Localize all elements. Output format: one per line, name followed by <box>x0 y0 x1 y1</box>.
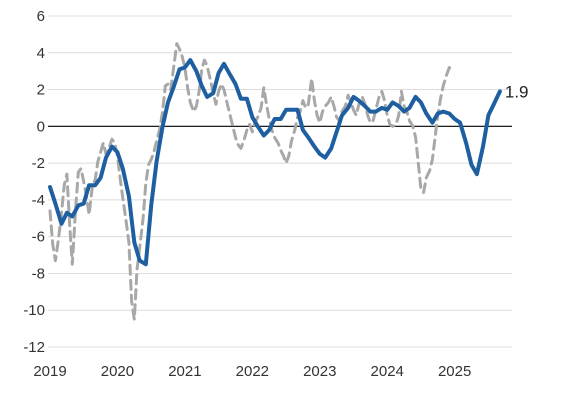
y-tick-label: -2 <box>32 155 45 172</box>
y-tick-label: 6 <box>37 8 45 25</box>
x-tick-label: 2020 <box>101 363 134 380</box>
y-tick-label: -4 <box>32 192 45 209</box>
y-axis-tick-labels: -12 -10 -8 -6 -4 -2 0 2 4 6 <box>23 8 45 356</box>
x-tick-label: 2025 <box>438 363 471 380</box>
series-line-solid <box>48 58 502 267</box>
x-axis-tick-labels: 2019 2020 2021 2022 2023 2024 2025 <box>33 363 471 380</box>
y-tick-label: -12 <box>23 339 45 356</box>
end-value-label: 1.9 <box>505 82 529 101</box>
y-tick-label: -8 <box>32 265 45 282</box>
x-tick-label: 2022 <box>236 363 269 380</box>
y-tick-label: -10 <box>23 302 45 319</box>
x-tick-label: 2019 <box>33 363 66 380</box>
y-tick-label: -6 <box>32 229 45 246</box>
y-tick-label: 2 <box>37 82 45 99</box>
y-tick-label: 4 <box>37 45 45 62</box>
y-tick-label: 0 <box>37 118 45 135</box>
x-tick-label: 2023 <box>303 363 336 380</box>
x-tick-label: 2021 <box>168 363 201 380</box>
series-line-dashed <box>48 42 454 321</box>
gridlines <box>48 15 512 348</box>
x-tick-label: 2024 <box>371 363 404 380</box>
